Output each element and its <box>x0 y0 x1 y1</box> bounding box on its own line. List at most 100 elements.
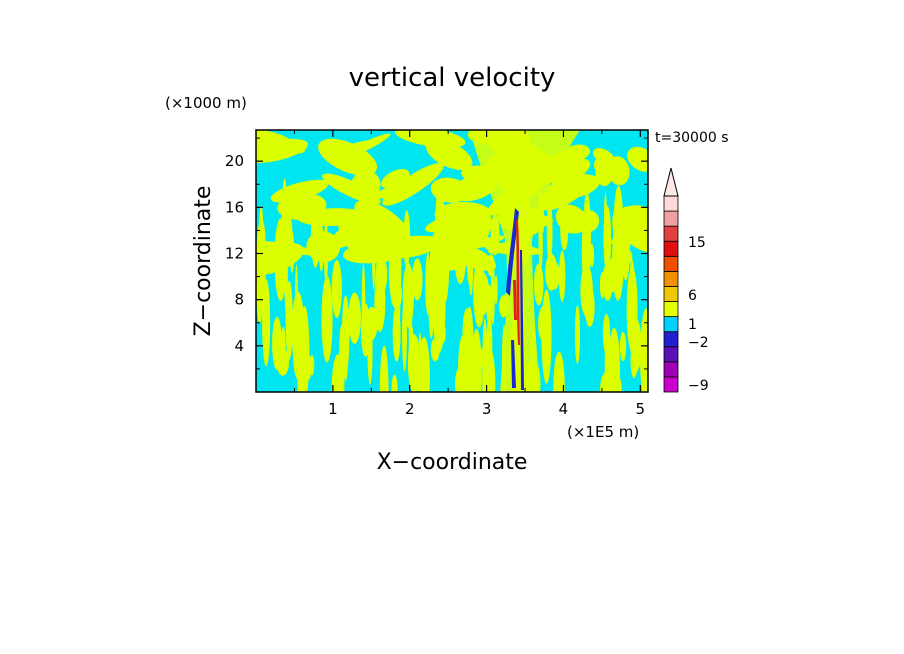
field-streak <box>549 261 560 290</box>
plot-area <box>256 130 648 392</box>
field-streak <box>331 259 342 319</box>
y-tick-label: 20 <box>225 152 244 170</box>
field-patch <box>339 221 399 253</box>
field-streak <box>541 207 545 233</box>
colorbar: 15 6 1 −2 −9 <box>663 167 709 394</box>
field-patch <box>322 173 381 205</box>
field-streak <box>462 308 472 358</box>
colorbar-segment <box>663 270 679 287</box>
field-patch <box>381 169 410 189</box>
field-streak <box>468 240 474 296</box>
colorbar-extend-arrow <box>663 167 679 197</box>
field-streak <box>589 243 595 268</box>
field-streak <box>425 252 431 315</box>
field-patch <box>256 130 295 158</box>
field-streak <box>417 337 430 392</box>
field-patch <box>627 146 648 172</box>
field-streak <box>299 305 310 392</box>
colorbar-segment <box>663 301 679 318</box>
field-streak <box>390 279 403 309</box>
field-streak <box>412 258 423 301</box>
field-streak <box>574 305 581 364</box>
field-streak <box>432 252 442 320</box>
time-label: t=30000 s <box>655 130 729 146</box>
field-streak <box>331 354 345 392</box>
field-streak <box>619 331 627 362</box>
field-streak <box>494 275 498 305</box>
field-streak <box>434 296 439 320</box>
field-streak <box>257 219 266 257</box>
colorbar-segment <box>663 346 679 363</box>
field-patch <box>607 156 630 186</box>
field-streak <box>580 264 593 317</box>
colorbar-label: 15 <box>688 235 706 251</box>
downdraft-band <box>511 340 516 388</box>
field-patch <box>593 148 615 165</box>
field-streak <box>533 263 544 306</box>
colorbar-segment <box>663 376 679 393</box>
x-axis-label: X−coordinate <box>377 450 528 475</box>
field-streak <box>321 275 333 363</box>
updraft-band <box>516 220 520 345</box>
plot-frame <box>255 129 649 393</box>
field-streak <box>403 210 411 268</box>
field-streak <box>309 354 315 376</box>
y-unit-label: (×1000 m) <box>165 94 247 112</box>
field-streak <box>546 197 553 265</box>
field-streak <box>614 261 620 294</box>
colorbar-segment <box>663 316 679 333</box>
field-streak <box>476 347 485 369</box>
field-streak <box>630 342 638 379</box>
colorbar-label: 6 <box>688 288 697 304</box>
field-streak <box>599 271 606 299</box>
field-patch <box>334 133 391 162</box>
field-streak <box>323 219 329 283</box>
colorbar-segment <box>663 255 679 272</box>
field-patch <box>368 185 414 199</box>
field-streak <box>408 291 413 373</box>
colorbar-segment <box>663 210 679 227</box>
field-streak <box>285 280 293 360</box>
field-streak <box>602 262 613 302</box>
field-streak <box>262 279 271 367</box>
field-streak <box>361 263 366 355</box>
field-streak <box>640 308 648 392</box>
x-tick-label: 4 <box>559 400 569 418</box>
velocity-field <box>256 130 648 392</box>
colorbar-label: −9 <box>688 378 709 394</box>
field-streak <box>455 210 464 241</box>
downdraft-band <box>520 250 524 390</box>
y-axis: 4 8 12 16 20 <box>225 137 648 370</box>
chart-title: vertical velocity <box>349 63 556 93</box>
field-streak <box>621 210 631 281</box>
colorbar-segment <box>663 195 679 212</box>
field-streak <box>602 313 611 354</box>
x-unit-label: (×1E5 m) <box>567 423 639 441</box>
field-streak <box>375 255 388 294</box>
downdraft-band <box>506 208 519 296</box>
colorbar-segment <box>663 225 679 242</box>
y-tick-label: 8 <box>234 291 244 309</box>
colorbar-segment <box>663 286 679 302</box>
y-tick-label: 4 <box>234 337 244 355</box>
updraft-band <box>513 280 517 320</box>
field-streak <box>560 208 569 251</box>
field-streak <box>256 263 266 289</box>
field-streak <box>281 178 288 271</box>
field-streak <box>318 223 324 272</box>
x-tick-label: 1 <box>328 400 338 418</box>
field-streak <box>344 357 348 381</box>
field-streak <box>558 250 566 302</box>
field-streak <box>341 295 350 375</box>
field-streak <box>391 374 398 392</box>
field-streak <box>348 292 361 344</box>
field-plume <box>470 130 580 392</box>
y-axis-label: Z−coordinate <box>191 186 216 337</box>
field-streak <box>476 272 490 316</box>
field-streak <box>367 317 373 385</box>
colorbar-segment <box>663 361 679 378</box>
field-streak <box>276 348 290 376</box>
field-streak <box>294 264 299 358</box>
colorbar-segment <box>663 331 679 348</box>
